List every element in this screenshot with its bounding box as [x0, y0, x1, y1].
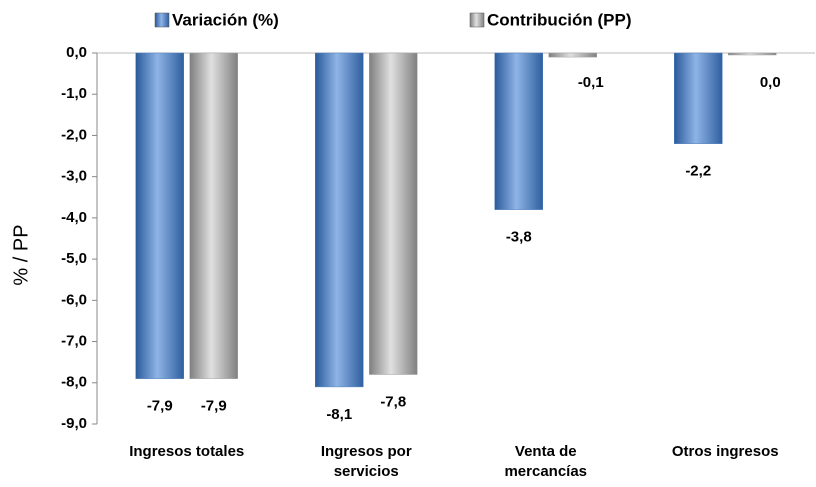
bar [135, 52, 184, 379]
data-label: -7,9 [147, 398, 173, 415]
bar [728, 52, 777, 56]
y-axis-label: % / PP [10, 224, 32, 285]
data-label: 0,0 [760, 74, 781, 91]
y-tick-label: -9,0 [61, 415, 87, 432]
data-label: -8,1 [326, 406, 352, 423]
y-tick-label: -8,0 [61, 374, 87, 391]
y-tick-label: -1,0 [61, 85, 87, 102]
data-label: -7,8 [380, 394, 406, 411]
y-tick-label: -7,0 [61, 333, 87, 350]
data-label: -0,1 [578, 74, 604, 91]
legend-label: Variación (%) [172, 10, 279, 29]
y-tick-label: -4,0 [61, 209, 87, 226]
legend-swatch [469, 12, 485, 28]
legend-swatch [154, 12, 170, 28]
bar [548, 52, 597, 58]
x-tick-label: Ingresos totales [129, 443, 245, 460]
data-label: -3,8 [506, 229, 532, 246]
bar [674, 52, 723, 144]
bar [494, 52, 543, 210]
y-tick-label: -6,0 [61, 291, 87, 308]
y-tick-label: -2,0 [61, 126, 87, 143]
x-tick-label: Ingresos por servicios [320, 443, 412, 480]
bar [315, 52, 364, 388]
bar [189, 52, 238, 379]
x-tick-label: Venta de mercancías [504, 443, 588, 480]
bar [369, 52, 418, 375]
data-label: -2,2 [685, 163, 711, 180]
x-tick-label: Otros ingresos [671, 443, 779, 460]
y-tick-label: 0,0 [66, 44, 87, 61]
data-label: -7,9 [201, 398, 227, 415]
y-tick-label: -3,0 [61, 168, 87, 185]
y-tick-label: -5,0 [61, 250, 87, 267]
legend-label: Contribución (PP) [487, 10, 631, 29]
